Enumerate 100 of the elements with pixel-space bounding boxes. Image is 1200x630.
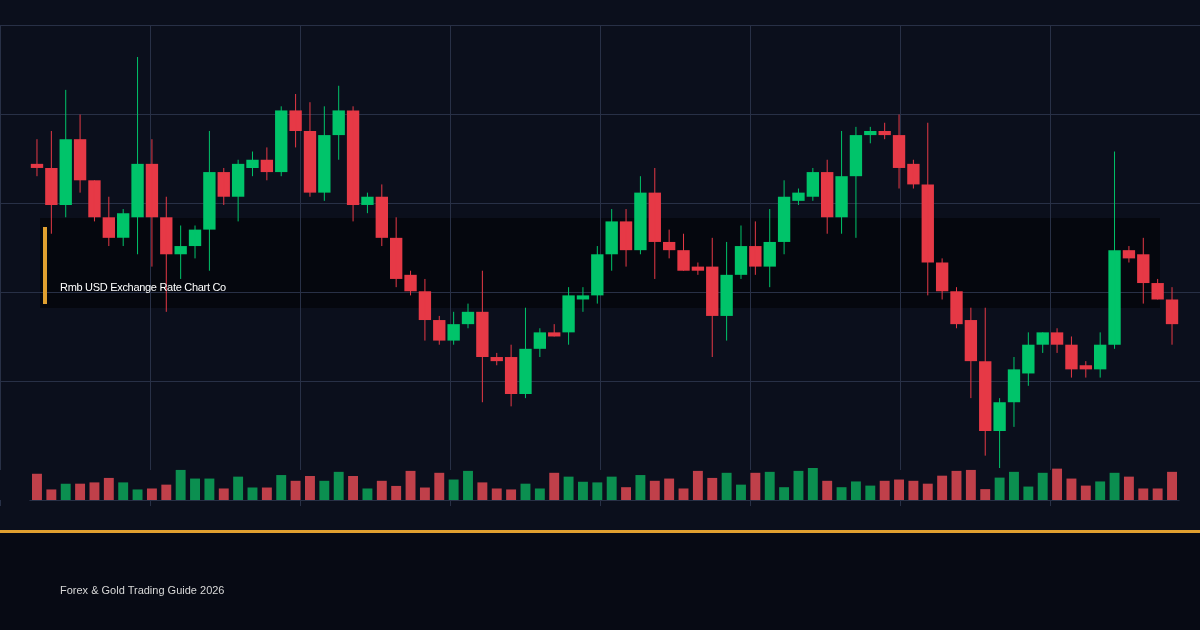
candlestick	[921, 122, 934, 296]
bar	[348, 476, 359, 500]
candlestick	[1036, 331, 1049, 354]
bar	[276, 475, 287, 500]
candlestick	[102, 196, 115, 247]
candlestick	[993, 397, 1006, 469]
bar	[736, 484, 746, 500]
candlestick	[246, 151, 259, 177]
bar	[190, 478, 200, 500]
bar	[290, 480, 301, 500]
candlestick	[1065, 335, 1078, 379]
candlestick	[131, 56, 144, 255]
bar	[908, 480, 919, 500]
bar	[922, 483, 933, 500]
bar	[448, 479, 459, 500]
bar	[664, 478, 675, 500]
bar	[1023, 486, 1034, 500]
bar	[721, 472, 732, 500]
bar	[822, 480, 833, 500]
candlestick	[476, 270, 489, 403]
candlestick	[677, 233, 690, 272]
bar	[649, 480, 660, 500]
candlestick	[275, 105, 288, 177]
bar	[204, 478, 215, 500]
bar	[218, 488, 229, 500]
bar	[965, 469, 976, 500]
candlestick	[289, 93, 302, 148]
bar	[850, 481, 861, 500]
candlestick	[447, 311, 460, 346]
bar	[305, 476, 315, 500]
bar	[132, 489, 143, 500]
candlestick	[88, 179, 101, 222]
bar	[118, 482, 129, 500]
candlestick	[835, 130, 848, 235]
bar	[994, 477, 1005, 500]
bar	[319, 480, 330, 500]
bar	[506, 489, 517, 500]
candlestick	[1108, 151, 1121, 350]
candlestick	[950, 286, 963, 329]
candlestick	[1137, 237, 1150, 305]
bar	[534, 488, 545, 500]
bar	[376, 480, 387, 500]
candlestick	[203, 130, 216, 272]
candlestick	[634, 175, 647, 255]
candlestick	[174, 225, 187, 280]
candlestick	[806, 167, 820, 202]
candlestick	[878, 122, 891, 140]
bar	[75, 483, 86, 500]
candlestick	[907, 159, 920, 190]
bar	[621, 487, 632, 500]
text: Forex & Gold Trading Guide 2026	[60, 584, 225, 596]
candlestick	[562, 286, 575, 346]
bar	[1066, 478, 1077, 500]
bar	[1052, 468, 1063, 500]
bar	[477, 482, 488, 500]
candlestick	[117, 208, 130, 247]
candlestick	[361, 192, 374, 214]
bar	[836, 487, 847, 500]
bar	[707, 477, 718, 500]
candlestick	[720, 241, 733, 342]
bar	[1138, 488, 1149, 500]
bar	[635, 475, 646, 500]
bar	[32, 473, 42, 500]
candlestick	[433, 315, 446, 346]
bar	[1037, 472, 1048, 500]
bar	[405, 470, 416, 500]
bar	[1167, 471, 1177, 500]
bar	[1109, 472, 1120, 500]
bar	[894, 479, 904, 500]
candlestick	[749, 220, 762, 276]
bar	[103, 477, 114, 500]
bar	[951, 470, 962, 500]
bar	[937, 475, 948, 500]
candlestick	[318, 105, 331, 202]
candlestick	[45, 130, 58, 235]
bar	[577, 481, 588, 500]
bar	[333, 471, 344, 500]
bar	[1123, 476, 1134, 500]
bar	[779, 487, 790, 500]
bar	[233, 476, 244, 500]
bar	[563, 476, 574, 500]
bar	[491, 488, 502, 500]
bar	[261, 487, 272, 500]
bar	[879, 480, 890, 500]
candlestick	[217, 167, 230, 206]
candlestick	[763, 208, 776, 288]
bar	[161, 484, 172, 500]
bar	[606, 476, 617, 500]
bar	[865, 485, 876, 500]
candlestick	[404, 270, 417, 296]
bar	[1152, 488, 1163, 500]
bar	[750, 472, 761, 500]
bar	[592, 482, 603, 500]
candlestick	[1151, 278, 1164, 300]
bar	[1095, 481, 1106, 500]
bar	[1009, 471, 1019, 500]
bar	[1080, 485, 1091, 500]
bar	[391, 485, 402, 500]
candlestick	[533, 327, 547, 358]
bar	[46, 489, 57, 500]
